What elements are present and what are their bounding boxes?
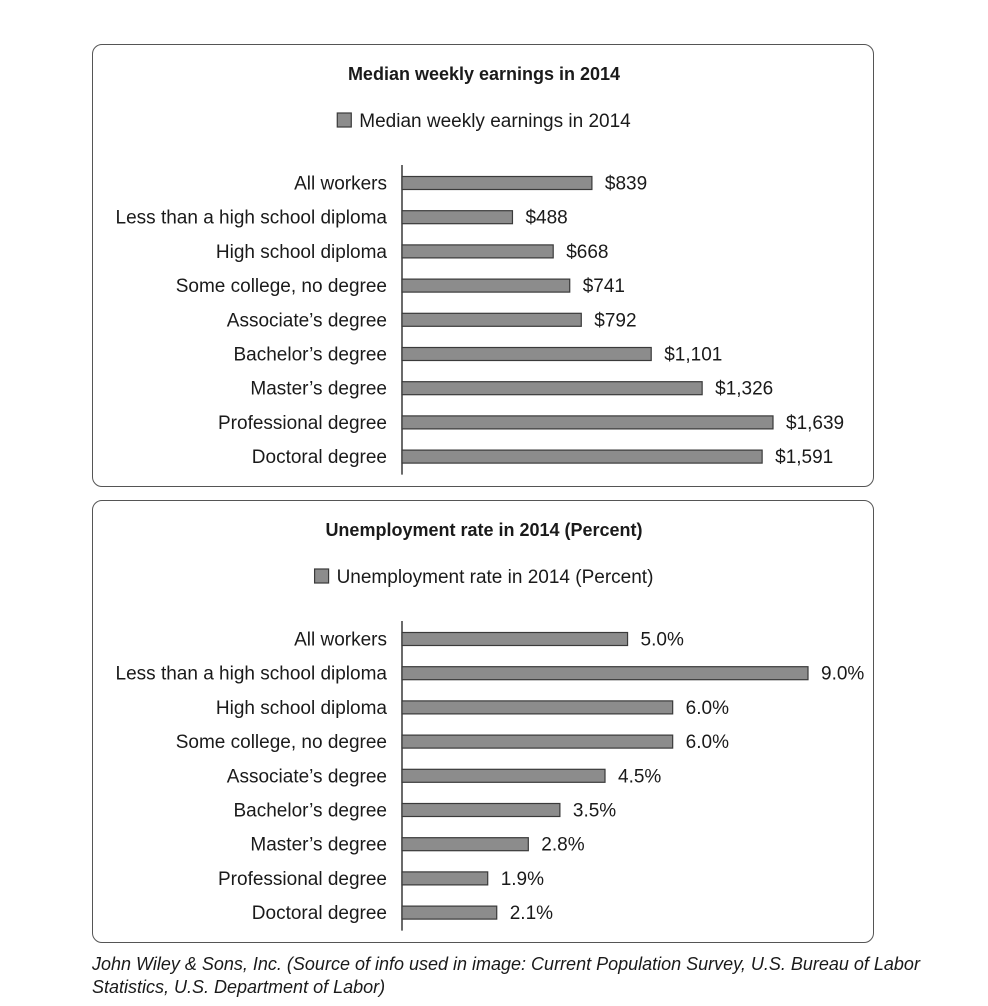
earnings-associates-degree-label: Associate’s degree — [227, 310, 387, 331]
earnings-professional-degree-value-label: $1,639 — [786, 413, 844, 434]
earnings-doctoral-degree-bar — [401, 449, 763, 464]
earnings-high-school-diploma-value-label: $668 — [566, 242, 608, 263]
earnings-high-school-diploma-bar — [401, 244, 554, 259]
unemployment-legend-swatch — [313, 568, 330, 584]
earnings-associates-degree-value-label: $792 — [594, 310, 636, 331]
earnings-some-college-no-degree-label: Some college, no degree — [176, 276, 387, 297]
unemployment-legend: Unemployment rate in 2014 (Percent) — [313, 567, 654, 588]
unemployment-all-workers-label: All workers — [294, 630, 387, 651]
earnings-some-college-no-degree-value-label: $741 — [583, 276, 625, 297]
earnings-high-school-diploma-label: High school diploma — [216, 242, 388, 263]
unemployment-chart-title: Unemployment rate in 2014 (Percent) — [325, 520, 642, 540]
earnings-chart: Median weekly earnings in 2014 Median wee… — [116, 64, 844, 475]
earnings-all-workers-bar — [401, 175, 593, 191]
unemployment-bachelors-degree-label: Bachelor’s degree — [233, 801, 387, 822]
unemployment-high-school-diploma-value-label: 6.0% — [686, 698, 729, 719]
unemployment-less-than-a-high-school-diploma-value-label: 9.0% — [821, 664, 864, 685]
earnings-less-than-a-high-school-diploma-bar — [401, 210, 514, 225]
earnings-masters-degree-label: Master’s degree — [250, 379, 387, 400]
earnings-less-than-a-high-school-diploma-value-label: $488 — [525, 208, 567, 229]
earnings-legend: Median weekly earnings in 2014 — [336, 111, 631, 132]
unemployment-chart: Unemployment rate in 2014 (Percent) Unemp… — [116, 520, 864, 931]
earnings-professional-degree-label: Professional degree — [218, 413, 387, 434]
unemployment-less-than-a-high-school-diploma-bar — [401, 666, 809, 681]
unemployment-all-workers-value-label: 5.0% — [641, 630, 684, 651]
unemployment-doctoral-degree-bar — [401, 905, 498, 920]
earnings-professional-degree-bar — [401, 415, 774, 430]
unemployment-professional-degree-label: Professional degree — [218, 869, 387, 890]
unemployment-associates-degree-value-label: 4.5% — [618, 766, 661, 787]
unemployment-some-college-no-degree-label: Some college, no degree — [176, 732, 387, 753]
unemployment-associates-degree-bar — [401, 768, 606, 783]
earnings-bachelors-degree-value-label: $1,101 — [664, 345, 722, 366]
unemployment-bachelors-degree-bar — [401, 802, 561, 818]
unemployment-masters-degree-label: Master’s degree — [250, 835, 387, 856]
earnings-bachelors-degree-bar — [401, 346, 652, 362]
earnings-masters-degree-bar — [401, 381, 703, 396]
unemployment-masters-degree-bar — [401, 837, 529, 852]
unemployment-chart-panel: Unemployment rate in 2014 (Percent) Unemp… — [92, 500, 874, 943]
earnings-doctoral-degree-value-label: $1,591 — [775, 447, 833, 468]
earnings-legend-swatch — [336, 112, 352, 128]
earnings-legend-label: Median weekly earnings in 2014 — [359, 111, 631, 132]
unemployment-legend-label: Unemployment rate in 2014 (Percent) — [337, 567, 654, 588]
unemployment-masters-degree-value-label: 2.8% — [541, 835, 584, 856]
earnings-all-workers-label: All workers — [294, 174, 387, 195]
source-caption: John Wiley & Sons, Inc. (Source of info … — [92, 954, 920, 997]
unemployment-all-workers-bar — [401, 631, 629, 647]
earnings-chart-panel: Median weekly earnings in 2014 Median wee… — [92, 44, 874, 487]
unemployment-doctoral-degree-label: Doctoral degree — [252, 903, 387, 924]
unemployment-some-college-no-degree-value-label: 6.0% — [686, 732, 729, 753]
earnings-masters-degree-value-label: $1,326 — [715, 379, 773, 400]
unemployment-some-college-no-degree-bar — [401, 734, 674, 749]
earnings-associates-degree-bar — [401, 312, 582, 327]
earnings-chart-title: Median weekly earnings in 2014 — [348, 64, 620, 84]
earnings-all-workers-value-label: $839 — [605, 174, 647, 195]
unemployment-less-than-a-high-school-diploma-label: Less than a high school diploma — [116, 664, 388, 685]
unemployment-professional-degree-bar — [401, 871, 489, 886]
unemployment-doctoral-degree-value-label: 2.1% — [510, 903, 553, 924]
unemployment-high-school-diploma-bar — [401, 700, 674, 715]
unemployment-bachelors-degree-value-label: 3.5% — [573, 801, 616, 822]
unemployment-high-school-diploma-label: High school diploma — [216, 698, 388, 719]
earnings-doctoral-degree-label: Doctoral degree — [252, 447, 387, 468]
unemployment-associates-degree-label: Associate’s degree — [227, 766, 387, 787]
earnings-bachelors-degree-label: Bachelor’s degree — [233, 345, 387, 366]
earnings-some-college-no-degree-bar — [401, 278, 571, 293]
unemployment-professional-degree-value-label: 1.9% — [501, 869, 544, 890]
earnings-less-than-a-high-school-diploma-label: Less than a high school diploma — [116, 208, 388, 229]
